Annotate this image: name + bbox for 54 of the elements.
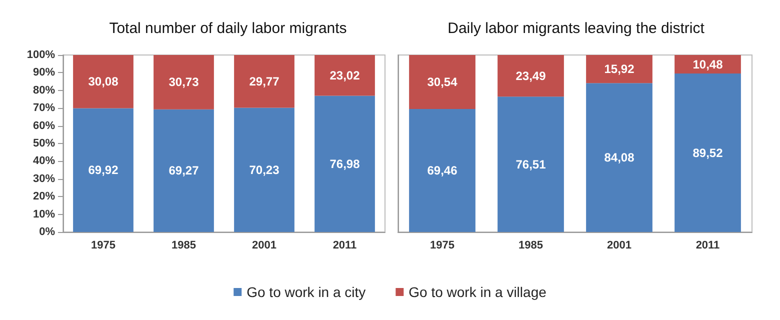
y-tick-label: 10%	[32, 208, 56, 220]
data-label: 84,08	[604, 150, 635, 165]
bar	[674, 74, 741, 232]
data-label: 30,54	[427, 75, 458, 90]
bar	[498, 55, 564, 97]
bar	[409, 109, 476, 232]
y-tick-label: 20%	[32, 190, 56, 203]
x-tick-label: 2001	[607, 240, 632, 252]
data-label: 30,08	[88, 74, 119, 89]
x-tick-label: 1975	[91, 240, 116, 252]
data-label: 30,73	[168, 75, 200, 90]
legend-label: Go to work in a city	[246, 284, 366, 300]
x-tick-label: 2001	[252, 240, 276, 252]
bar	[409, 55, 476, 110]
data-label: 76,98	[330, 156, 360, 171]
data-label: 76,51	[516, 157, 546, 172]
y-tick-label: 50%	[32, 138, 56, 150]
chart-title: Total number of daily labor migrants	[109, 20, 347, 37]
x-tick-label: 1985	[172, 240, 196, 252]
bar	[154, 109, 214, 232]
bar	[73, 55, 134, 108]
y-tick-label: 90%	[32, 66, 56, 79]
x-tick-label: 2011	[332, 240, 357, 252]
data-label: 70,23	[249, 162, 280, 177]
x-tick-label: 2011	[696, 240, 720, 252]
data-label: 23,02	[330, 68, 360, 82]
bar	[154, 55, 214, 110]
bar	[586, 83, 652, 232]
bar	[234, 55, 294, 108]
data-label: 29,77	[249, 74, 280, 88]
y-tick-label: 30%	[32, 172, 56, 185]
y-tick-label: 100%	[26, 49, 56, 61]
data-label: 69,46	[427, 164, 458, 178]
x-tick-label: 1985	[518, 240, 543, 252]
chart-title: Daily labor migrants leaving the district	[448, 20, 706, 37]
data-label: 10,48	[692, 57, 724, 72]
data-label: 69,92	[88, 163, 119, 178]
legend-label: Go to work in a village	[408, 284, 547, 300]
data-label: 89,52	[692, 146, 724, 160]
bar	[314, 96, 375, 232]
bar	[314, 55, 375, 96]
bar	[73, 108, 134, 232]
x-tick-label: 1975	[430, 240, 454, 252]
data-label: 69,27	[168, 164, 200, 178]
bar	[498, 96, 564, 232]
y-tick-label: 70%	[32, 102, 56, 114]
bar	[586, 55, 652, 84]
data-label: 15,92	[604, 62, 635, 76]
data-label: 23,49	[516, 68, 546, 83]
y-tick-label: 80%	[32, 84, 56, 96]
y-tick-label: 40%	[32, 155, 56, 168]
bar	[234, 108, 294, 232]
y-tick-label: 60%	[32, 120, 56, 132]
y-tick-label: 0%	[39, 226, 56, 238]
